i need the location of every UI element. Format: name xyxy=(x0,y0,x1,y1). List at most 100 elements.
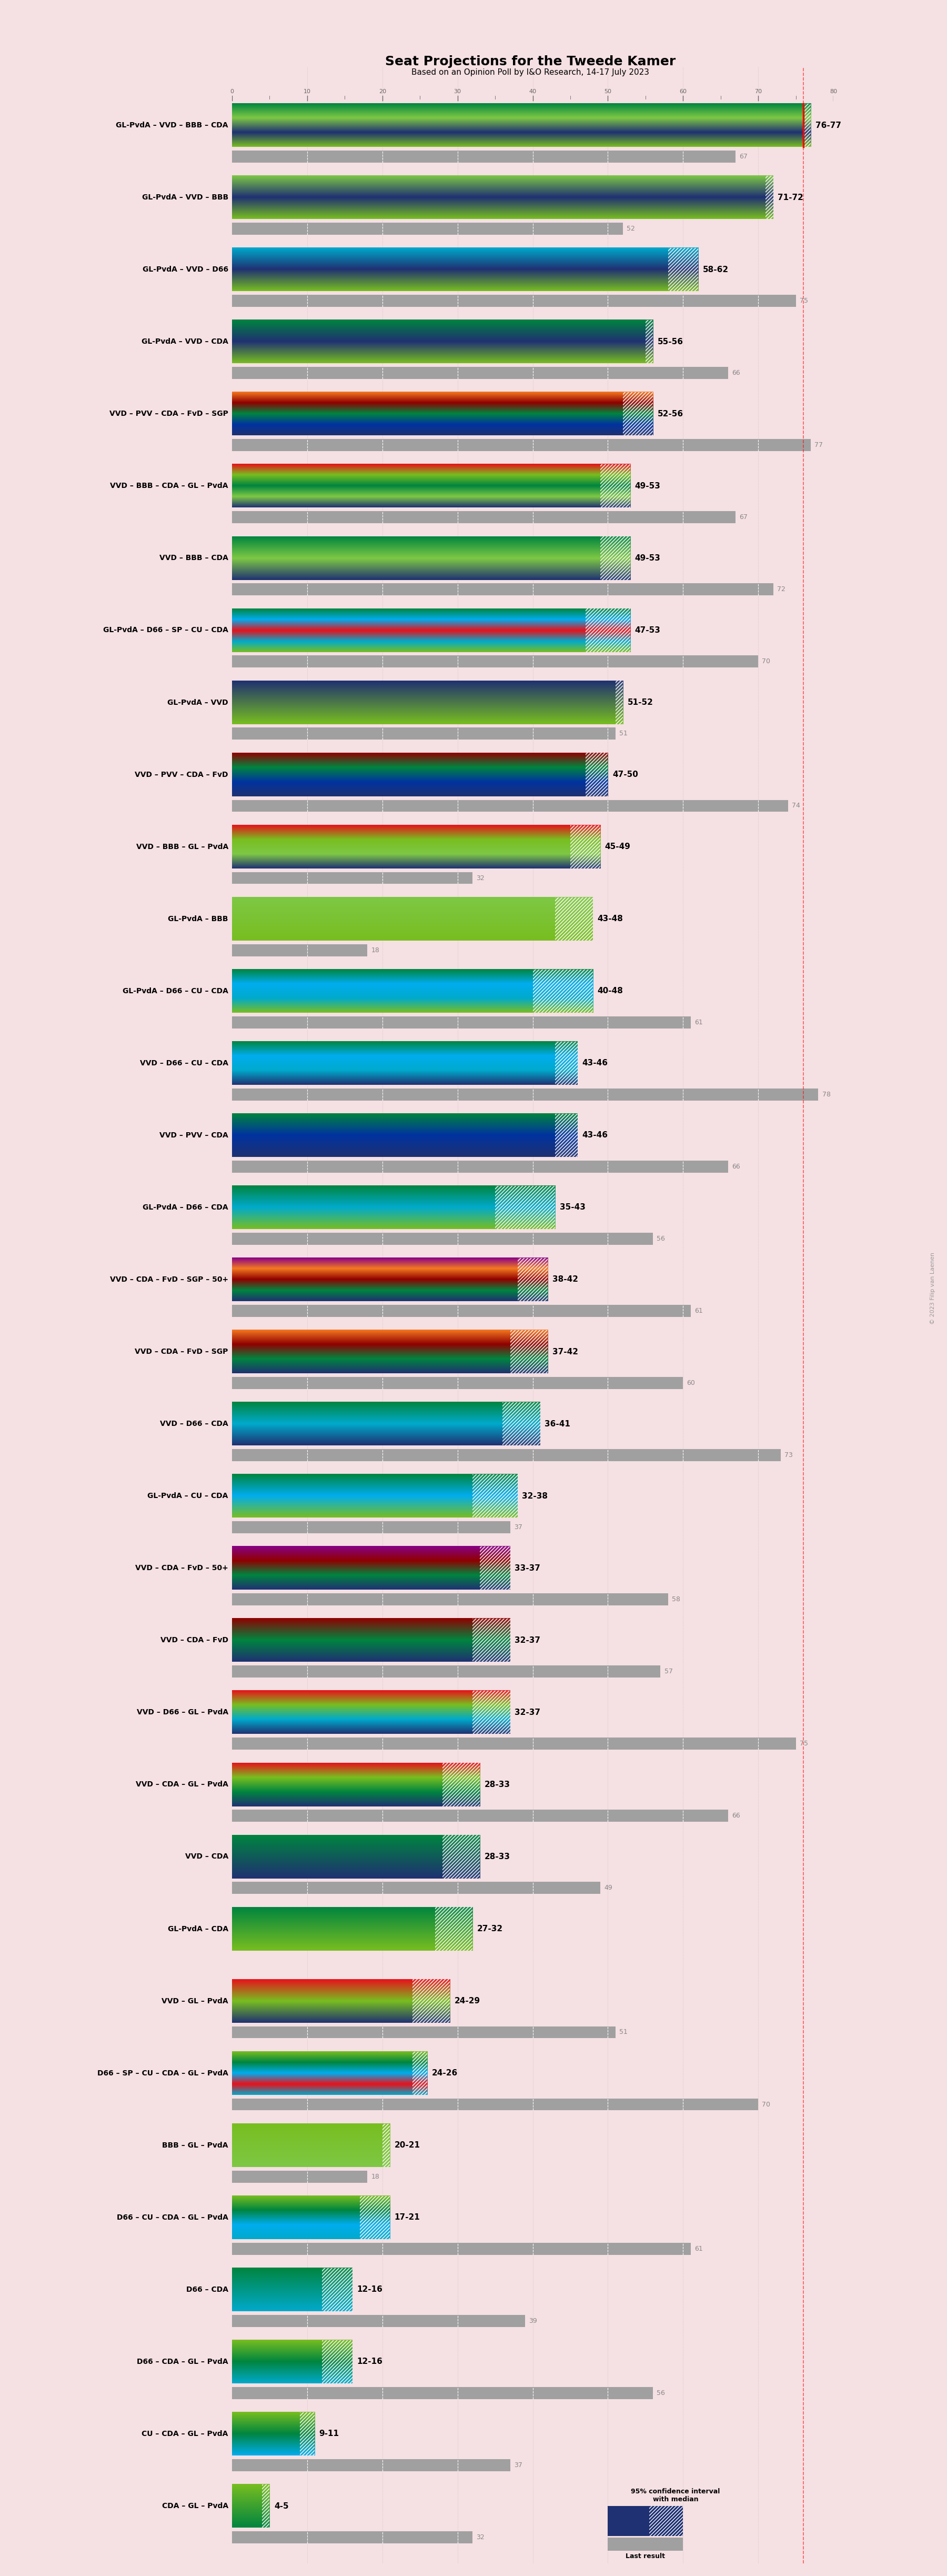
Text: Last result: Last result xyxy=(626,2553,665,2561)
Text: 73: 73 xyxy=(784,1453,793,1458)
Bar xyxy=(232,1306,690,1316)
Text: 35-43: 35-43 xyxy=(560,1203,585,1211)
Bar xyxy=(232,2027,616,2038)
Bar xyxy=(232,294,795,307)
Text: 66: 66 xyxy=(732,1814,741,1819)
Text: © 2023 Filip van Laenen: © 2023 Filip van Laenen xyxy=(930,1252,936,1324)
Bar xyxy=(555,1113,578,1157)
Text: 47-53: 47-53 xyxy=(634,626,661,634)
Bar xyxy=(299,2411,314,2455)
Text: 67: 67 xyxy=(740,513,748,520)
Text: 70: 70 xyxy=(755,88,762,95)
Bar xyxy=(232,1162,728,1172)
Bar xyxy=(232,2532,473,2543)
Text: VVD – D66 – GL – PvdA: VVD – D66 – GL – PvdA xyxy=(136,1708,228,1716)
Text: 55-56: 55-56 xyxy=(657,337,683,345)
Bar xyxy=(232,1739,795,1749)
Text: 24-26: 24-26 xyxy=(432,2069,457,2076)
Bar xyxy=(473,1690,510,1734)
Text: CDA – GL – PvdA: CDA – GL – PvdA xyxy=(162,2501,228,2509)
Bar xyxy=(435,1906,473,1950)
Text: 66: 66 xyxy=(732,1164,741,1170)
Text: GL-PvdA – VVD: GL-PvdA – VVD xyxy=(168,698,228,706)
Bar xyxy=(232,1595,668,1605)
Text: 37: 37 xyxy=(514,1525,522,1530)
Bar xyxy=(232,2388,653,2398)
Text: 37: 37 xyxy=(514,2463,522,2468)
Bar xyxy=(600,464,631,507)
Text: GL-PvdA – VVD – BBB: GL-PvdA – VVD – BBB xyxy=(142,193,228,201)
Bar xyxy=(232,582,773,595)
Text: Seat Projections for the Tweede Kamer: Seat Projections for the Tweede Kamer xyxy=(385,54,675,67)
Bar xyxy=(232,366,728,379)
Text: 45-49: 45-49 xyxy=(605,842,631,850)
Text: 30: 30 xyxy=(454,88,461,95)
Text: 28-33: 28-33 xyxy=(485,1852,510,1860)
Text: 71-72: 71-72 xyxy=(777,193,803,201)
Bar xyxy=(555,1041,578,1084)
Text: GL-PvdA – VVD – D66: GL-PvdA – VVD – D66 xyxy=(142,265,228,273)
Bar xyxy=(766,175,773,219)
Bar xyxy=(585,608,631,652)
Bar xyxy=(232,1811,728,1821)
Text: 51: 51 xyxy=(619,2030,628,2035)
Bar xyxy=(518,1257,547,1301)
Text: 58: 58 xyxy=(671,1597,680,1602)
Bar xyxy=(668,247,698,291)
Text: VVD – CDA – FvD – 50+: VVD – CDA – FvD – 50+ xyxy=(135,1564,228,1571)
Bar xyxy=(232,871,473,884)
Text: 32-37: 32-37 xyxy=(514,1636,541,1643)
Text: 4-5: 4-5 xyxy=(274,2501,289,2509)
Text: VVD – BBB – CDA: VVD – BBB – CDA xyxy=(159,554,228,562)
Text: 49-53: 49-53 xyxy=(634,482,661,489)
Text: VVD – PVV – CDA – FvD: VVD – PVV – CDA – FvD xyxy=(134,770,228,778)
Bar xyxy=(232,799,788,811)
Bar xyxy=(360,2195,390,2239)
Text: VVD – D66 – CDA: VVD – D66 – CDA xyxy=(160,1419,228,1427)
Text: 74: 74 xyxy=(792,801,800,809)
Bar xyxy=(232,2172,367,2182)
Text: D66 – CU – CDA – GL – PvdA: D66 – CU – CDA – GL – PvdA xyxy=(116,2213,228,2221)
Text: 33-37: 33-37 xyxy=(514,1564,541,1571)
Bar xyxy=(232,1450,780,1461)
Text: 95% confidence interval
with median: 95% confidence interval with median xyxy=(631,2488,720,2504)
Bar xyxy=(232,654,759,667)
Text: VVD – D66 – CU – CDA: VVD – D66 – CU – CDA xyxy=(140,1059,228,1066)
Text: 43-48: 43-48 xyxy=(598,914,623,922)
Bar xyxy=(473,1473,518,1517)
Text: GL-PvdA – VVD – BBB – CDA: GL-PvdA – VVD – BBB – CDA xyxy=(116,121,228,129)
Text: 57: 57 xyxy=(664,1669,672,1674)
Text: 27-32: 27-32 xyxy=(477,1924,503,1932)
Bar xyxy=(232,2316,526,2326)
Bar xyxy=(616,680,623,724)
Text: 43-46: 43-46 xyxy=(582,1059,608,1066)
Text: GL-PvdA – D66 – SP – CU – CDA: GL-PvdA – D66 – SP – CU – CDA xyxy=(103,626,228,634)
Bar xyxy=(473,1618,510,1662)
Text: 75: 75 xyxy=(799,296,808,304)
Text: 32-37: 32-37 xyxy=(514,1708,541,1716)
Text: 80: 80 xyxy=(830,88,837,95)
Text: VVD – CDA – FvD – SGP – 50+: VVD – CDA – FvD – SGP – 50+ xyxy=(110,1275,228,1283)
Bar xyxy=(600,536,631,580)
Text: 70: 70 xyxy=(762,657,770,665)
Text: GL-PvdA – CDA: GL-PvdA – CDA xyxy=(168,1924,228,1932)
Bar xyxy=(480,1546,510,1589)
Text: 37-42: 37-42 xyxy=(552,1347,578,1355)
Text: VVD – BBB – CDA – GL – PvdA: VVD – BBB – CDA – GL – PvdA xyxy=(110,482,228,489)
Text: CU – CDA – GL – PvdA: CU – CDA – GL – PvdA xyxy=(142,2429,228,2437)
Text: VVD – GL – PvdA: VVD – GL – PvdA xyxy=(162,1996,228,2004)
Text: VVD – PVV – CDA – FvD – SGP: VVD – PVV – CDA – FvD – SGP xyxy=(110,410,228,417)
Text: 61: 61 xyxy=(694,1309,703,1314)
Bar xyxy=(532,969,593,1012)
Text: 52: 52 xyxy=(627,224,635,232)
Text: 38-42: 38-42 xyxy=(552,1275,578,1283)
Bar xyxy=(503,1401,540,1445)
Bar xyxy=(232,1883,600,1893)
Text: 32: 32 xyxy=(476,876,485,881)
Text: 12-16: 12-16 xyxy=(357,2357,383,2365)
Text: 36-41: 36-41 xyxy=(545,1419,570,1427)
Bar xyxy=(232,945,367,956)
Text: GL-PvdA – VVD – CDA: GL-PvdA – VVD – CDA xyxy=(141,337,228,345)
Text: 0: 0 xyxy=(230,88,234,95)
Text: BBB – GL – PvdA: BBB – GL – PvdA xyxy=(162,2141,228,2148)
